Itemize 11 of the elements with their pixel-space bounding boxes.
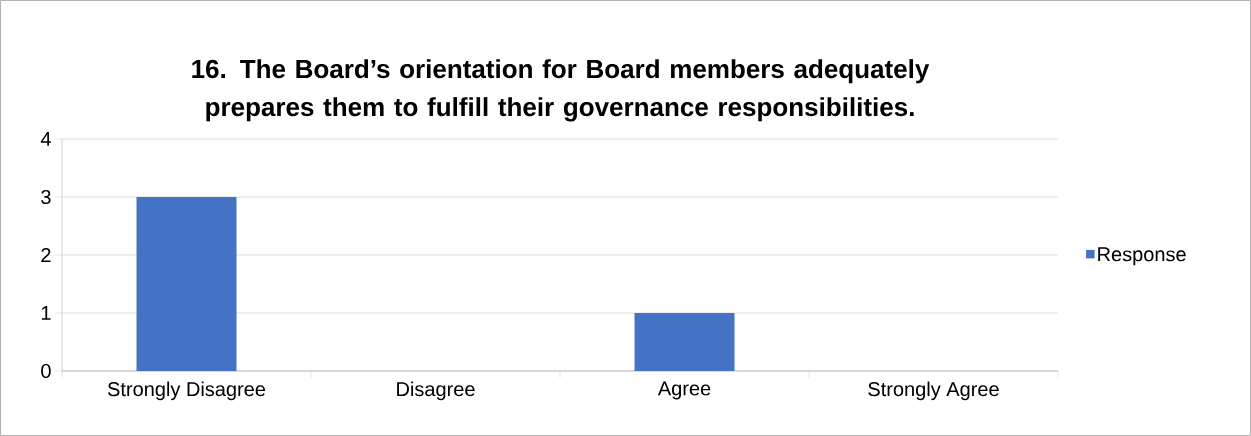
- y-tick-label: 3: [41, 189, 51, 205]
- x-tick-label: Agree: [657, 381, 711, 400]
- chart-title: 16. The Board’s orientation for Board members adequately prepares them to fulfill their governance responsibilities.: [192, 59, 930, 122]
- y-tick-label: 1: [41, 306, 51, 320]
- y-tick-label: 0: [41, 363, 51, 379]
- y-tick-label: 2: [41, 248, 51, 262]
- x-tick-label: Strongly Disagree: [107, 381, 266, 401]
- x-tick-label: Strongly Agree: [868, 381, 999, 401]
- x-tick-label: Disagree: [397, 381, 475, 401]
- y-tick-label: 4: [40, 132, 51, 146]
- legend-label: Response: [1098, 247, 1186, 266]
